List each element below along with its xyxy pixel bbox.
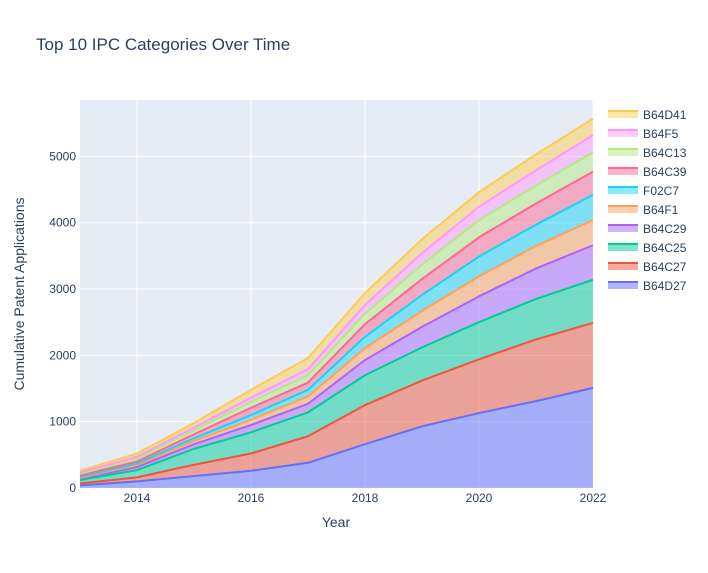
legend-label: B64C27 <box>643 260 687 274</box>
legend-label: B64C25 <box>643 241 687 255</box>
legend-label: B64F5 <box>643 127 679 141</box>
y-tick-label: 3000 <box>49 282 76 296</box>
legend-swatch <box>608 168 638 175</box>
legend-label: F02C7 <box>643 184 679 198</box>
legend-label: B64F1 <box>643 203 679 217</box>
legend-label: B64C13 <box>643 146 687 160</box>
legend-swatch <box>608 111 638 118</box>
legend-swatch <box>608 187 638 194</box>
chart-title: Top 10 IPC Categories Over Time <box>36 35 290 54</box>
y-tick-label: 4000 <box>49 216 76 230</box>
x-tick-label: 2016 <box>238 491 265 505</box>
y-tick-label: 5000 <box>49 149 76 163</box>
legend-swatch <box>608 130 638 137</box>
y-tick-label: 2000 <box>49 348 76 362</box>
x-tick-label: 2014 <box>124 491 151 505</box>
x-tick-label: 2020 <box>466 491 493 505</box>
x-tick-label: 2022 <box>580 491 607 505</box>
y-tick-label: 0 <box>69 481 76 495</box>
legend-swatch <box>608 206 638 213</box>
legend-label: B64D27 <box>643 279 687 293</box>
x-tick-label: 2018 <box>352 491 379 505</box>
y-tick-label: 1000 <box>49 415 76 429</box>
legend-swatch <box>608 244 638 251</box>
legend-swatch <box>608 282 638 289</box>
legend-label: B64C29 <box>643 222 687 236</box>
x-axis-label: Year <box>322 514 351 530</box>
y-axis-label: Cumulative Patent Applications <box>11 198 27 391</box>
legend-swatch <box>608 225 638 232</box>
legend-label: B64C39 <box>643 165 687 179</box>
legend-swatch <box>608 263 638 270</box>
legend-label: B64D41 <box>643 108 687 122</box>
legend-swatch <box>608 149 638 156</box>
